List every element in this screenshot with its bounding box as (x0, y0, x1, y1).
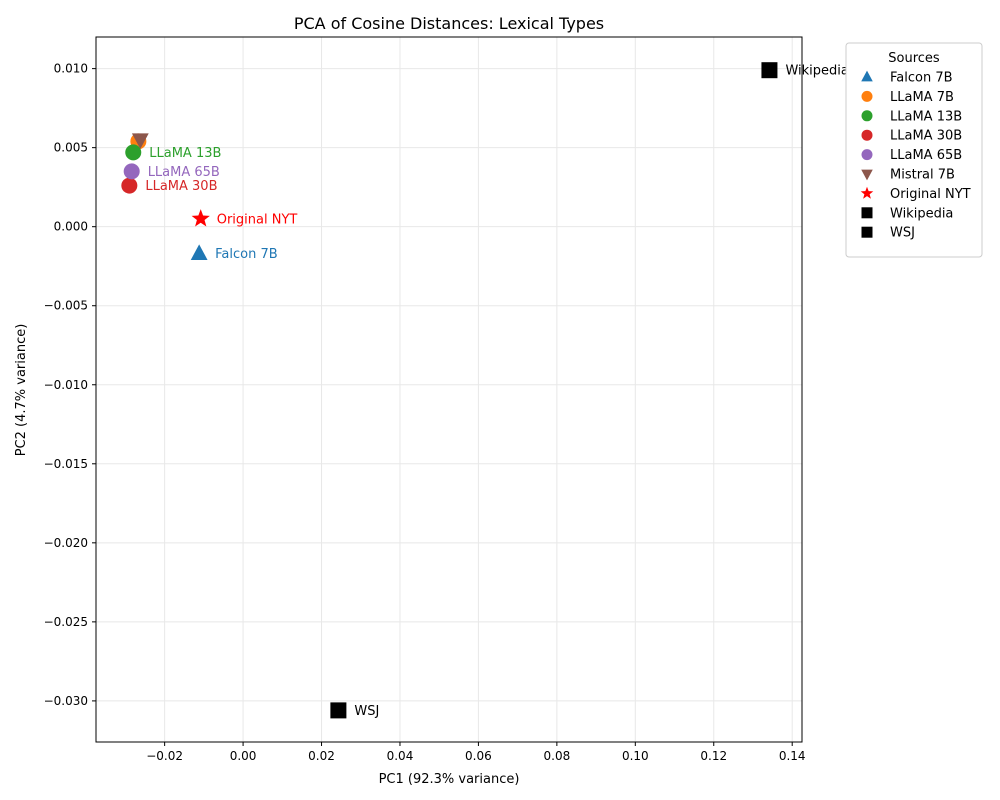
legend: Sources Falcon 7B LLaMA 7B LLaMA 13B LLaMA … (845, 42, 983, 258)
x-tick-label: 0.14 (779, 749, 806, 763)
legend-title: Sources (888, 51, 940, 66)
x-tick-label: 0.12 (700, 749, 727, 763)
y-tick-label: −0.015 (44, 457, 88, 471)
x-axis-label: PC1 (92.3% variance) (379, 772, 520, 787)
legend-marker (860, 186, 874, 199)
point-llama-13b (125, 144, 142, 161)
point-falcon-7b (190, 244, 208, 260)
legend-marker (861, 207, 873, 219)
x-axis-ticks: −0.02 0.00 0.02 0.04 0.06 0.08 0.10 0.12 0.14 (146, 742, 806, 763)
x-tick-label: 0.08 (544, 749, 571, 763)
legend-items: Falcon 7B LLaMA 7B LLaMA 13B LLaMA 30B LLaMA… (860, 70, 971, 241)
legend-item-label: Mistral 7B (890, 168, 955, 183)
grid-lines (96, 37, 802, 742)
legend-marker (861, 90, 873, 102)
x-tick-label: −0.02 (146, 749, 183, 763)
y-tick-label: −0.005 (44, 299, 88, 313)
legend-marker (861, 226, 873, 238)
y-tick-label: 0.005 (54, 141, 88, 155)
y-axis-ticks: 0.010 0.005 0.000 −0.005 −0.010 −0.015 −0.020 −… (44, 62, 96, 708)
point-original-nyt (191, 209, 210, 227)
x-tick-label: 0.06 (465, 749, 492, 763)
legend-item-label: Falcon 7B (890, 71, 953, 86)
legend-item-label: LLaMA 30B (890, 129, 962, 144)
y-axis-label: PC2 (4.7% variance) (14, 324, 29, 457)
y-tick-label: 0.000 (54, 220, 88, 234)
point-label: Wikipedia (785, 64, 848, 79)
legend-item-label: LLaMA 13B (890, 109, 962, 124)
legend-marker (861, 169, 873, 181)
legend-item-label: Original NYT (890, 187, 971, 202)
x-tick-label: 0.02 (308, 749, 335, 763)
point-wsj (330, 702, 347, 719)
x-tick-label: 0.04 (387, 749, 414, 763)
legend-item-label: LLaMA 7B (890, 90, 954, 105)
legend-marker (861, 129, 873, 141)
legend-item-label: WSJ (890, 226, 915, 241)
y-tick-label: −0.030 (44, 694, 88, 708)
point-llama-30b (121, 177, 138, 194)
point-llama-65b (123, 163, 140, 180)
y-tick-label: −0.010 (44, 378, 88, 392)
legend-item-label: LLaMA 65B (890, 148, 962, 163)
y-tick-label: −0.025 (44, 615, 88, 629)
point-label: LLaMA 65B (148, 165, 220, 180)
chart-title: PCA of Cosine Distances: Lexical Types (294, 14, 604, 33)
legend-item-label: Wikipedia (890, 206, 953, 221)
point-label: Original NYT (217, 212, 298, 227)
x-tick-label: 0.10 (622, 749, 649, 763)
legend-marker (861, 110, 873, 122)
data-points (121, 62, 778, 719)
y-tick-label: 0.010 (54, 62, 88, 76)
plot-frame (95, 36, 803, 743)
y-tick-label: −0.020 (44, 536, 88, 550)
point-label: LLaMA 13B (149, 146, 221, 161)
legend-box (845, 42, 983, 258)
legend-marker (861, 149, 873, 161)
point-label: Falcon 7B (215, 247, 278, 262)
point-mistral-7b (131, 133, 149, 149)
point-label: LLaMA 30B (145, 179, 217, 194)
point-wikipedia (761, 62, 778, 79)
x-tick-label: 0.00 (230, 749, 257, 763)
legend-marker (861, 70, 873, 82)
point-label: WSJ (354, 704, 379, 719)
